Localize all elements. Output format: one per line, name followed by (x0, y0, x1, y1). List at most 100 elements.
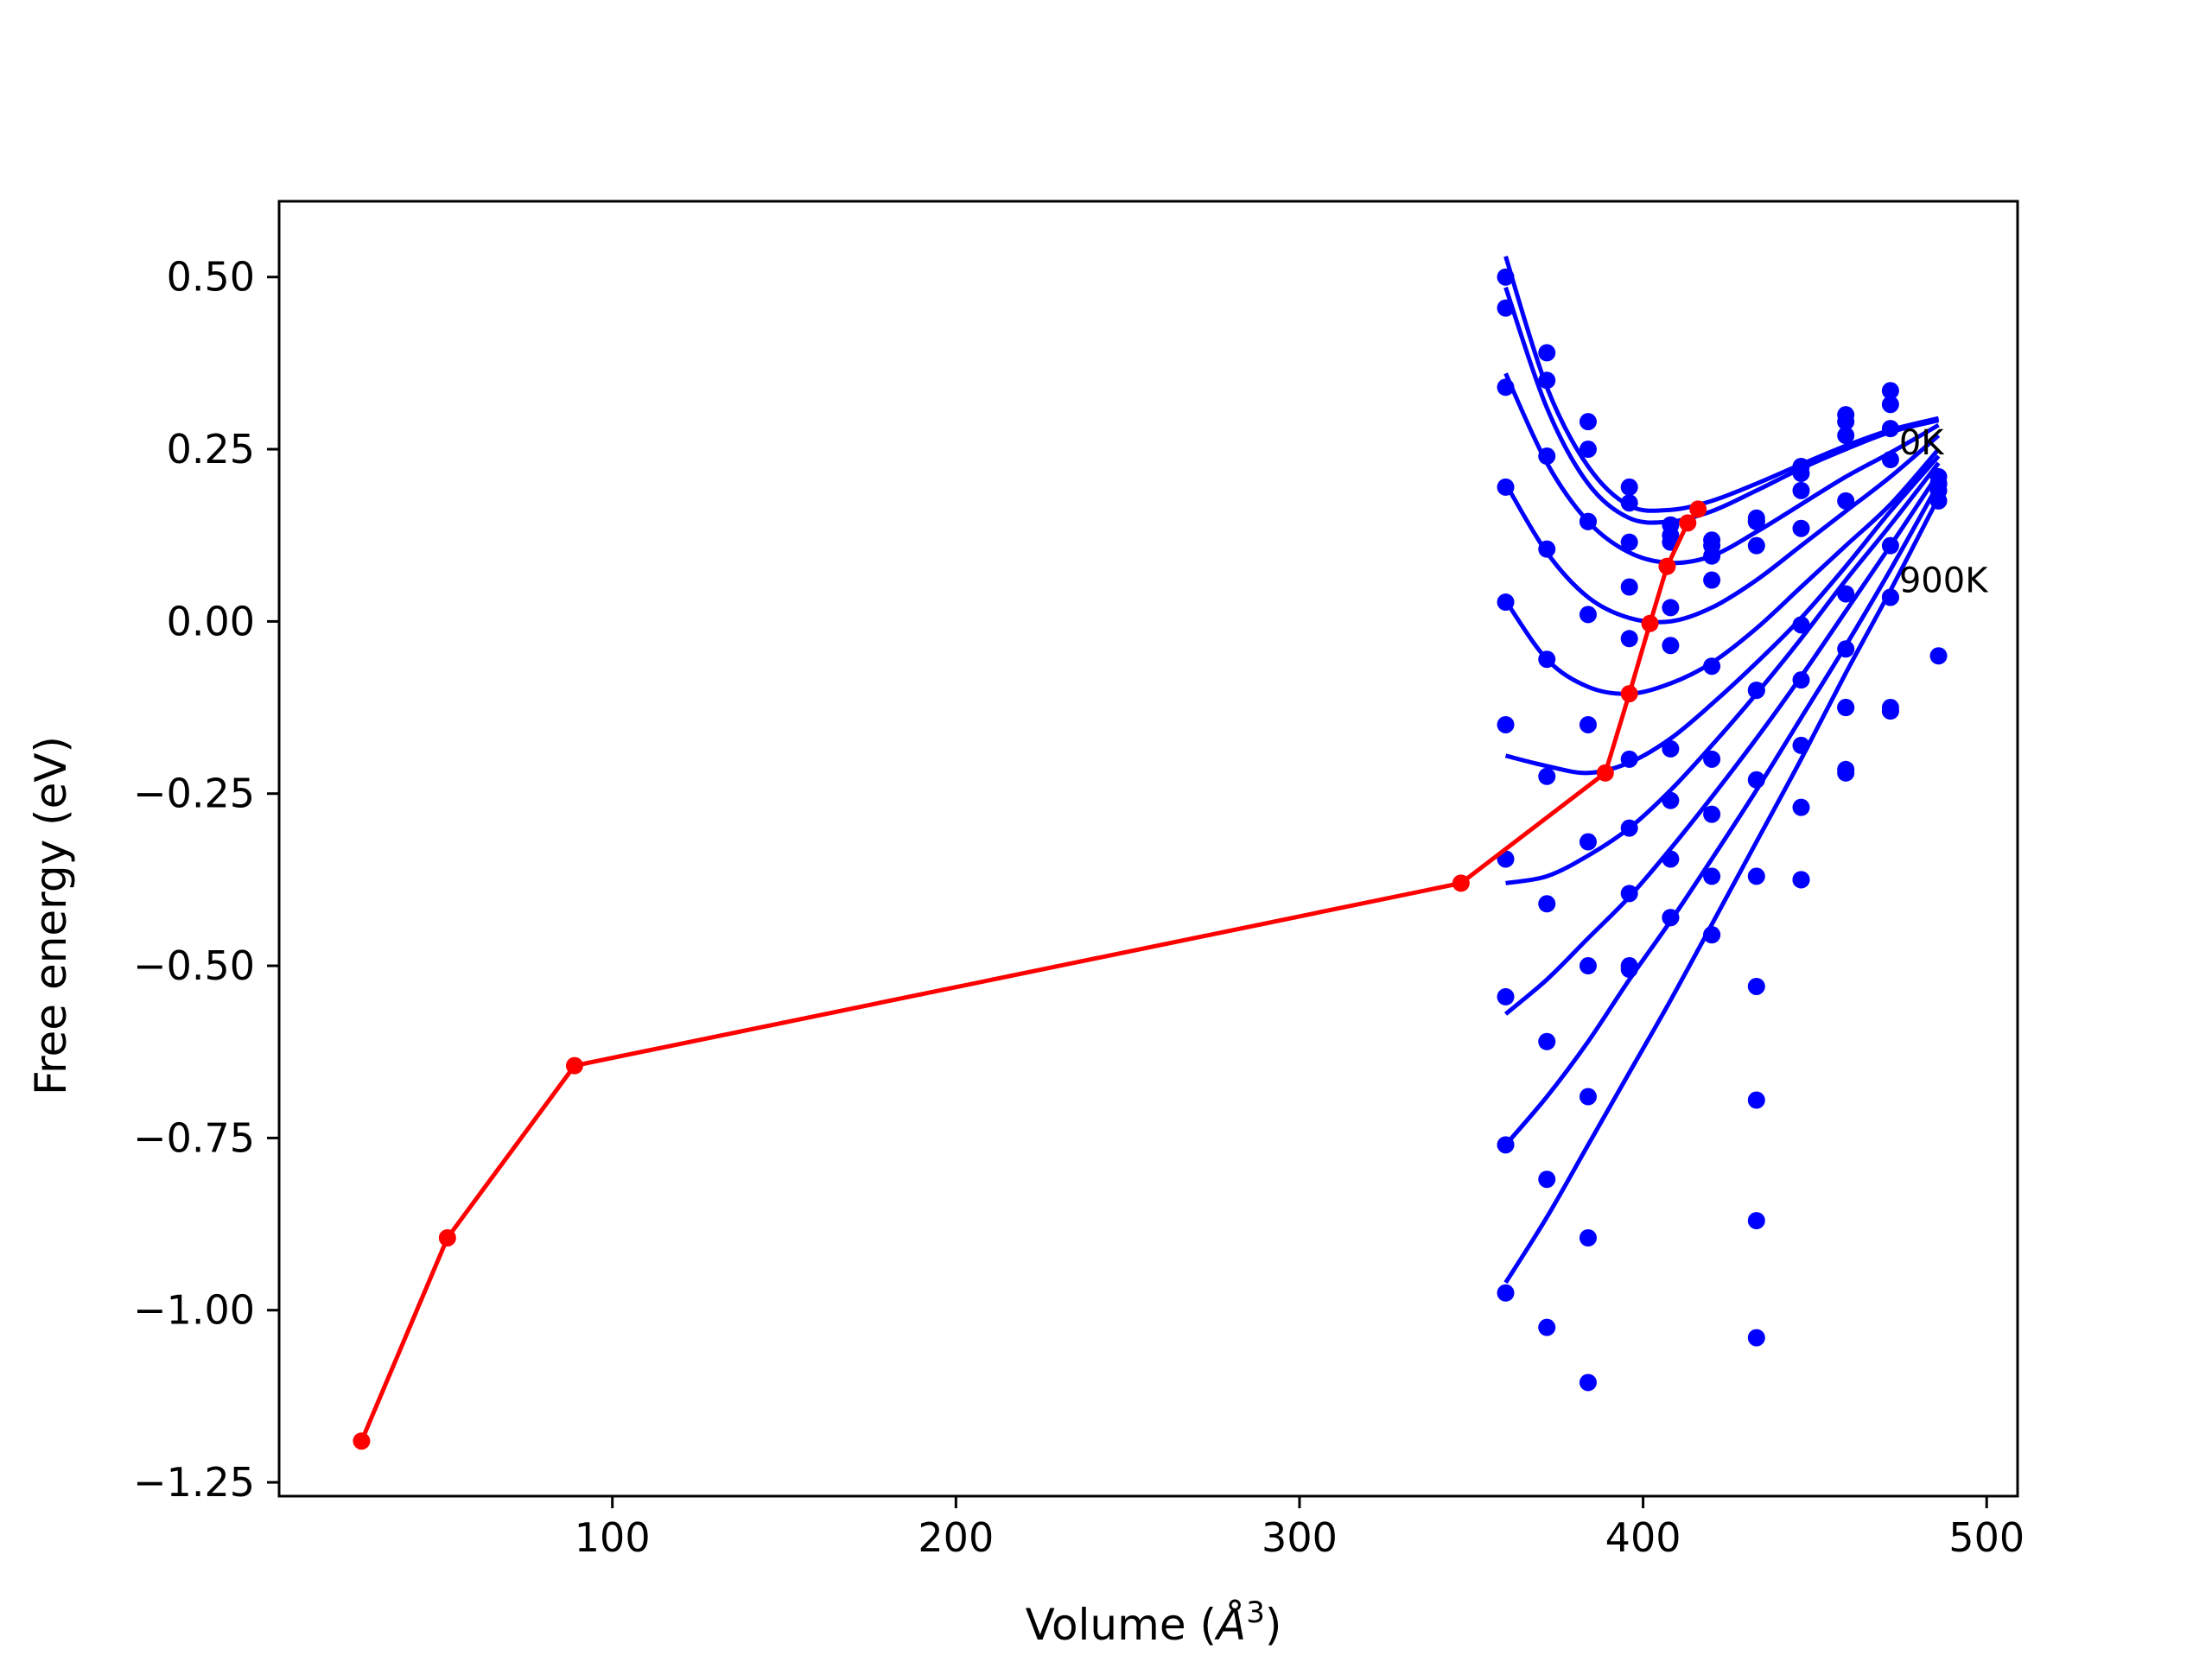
isotherm-point (1837, 764, 1855, 782)
isotherm-point (1837, 640, 1855, 658)
y-tick-label: 0.50 (167, 254, 255, 301)
isotherm-point (1703, 750, 1721, 768)
isotherm-point (1881, 382, 1899, 400)
y-tick-label: −1.00 (133, 1287, 255, 1334)
isotherm-point (1620, 630, 1638, 648)
isotherm-point (1929, 492, 1948, 510)
minimum-path-line (359, 507, 1700, 1443)
isotherm-point (1747, 1329, 1765, 1347)
isotherm-point (1792, 616, 1810, 634)
isotherm-point (1497, 268, 1515, 286)
minimum-path-point (1620, 685, 1638, 703)
y-tick-label: −0.75 (133, 1114, 255, 1161)
isotherm-curve-9 (1503, 496, 1941, 1285)
curve-annotation: 900K (1899, 561, 1989, 601)
isotherm-curve-6 (1505, 461, 1941, 885)
isotherm-point (1538, 344, 1556, 362)
isotherm-point (1662, 637, 1680, 655)
isotherm-point (1662, 791, 1680, 809)
isotherm-point (1881, 420, 1899, 438)
isotherm-point (1747, 771, 1765, 789)
isotherm-point (1837, 492, 1855, 510)
isotherm-point (1497, 299, 1515, 317)
isotherm-point (1792, 464, 1810, 482)
isotherm-point (1747, 867, 1765, 885)
curve-annotation: 0K (1899, 423, 1945, 463)
isotherm-point (1662, 850, 1680, 868)
x-axis-title: Volume (Å3) (1026, 1595, 1282, 1650)
y-tick-label: −0.25 (133, 771, 255, 817)
x-tick-label: 500 (1948, 1514, 2024, 1561)
isotherm-point (1620, 578, 1638, 596)
isotherm-point (1579, 833, 1597, 851)
isotherm-point (1747, 536, 1765, 555)
isotherm-point (1538, 767, 1556, 785)
y-tick-label: −0.50 (133, 942, 255, 989)
isotherm-point (1747, 1091, 1765, 1109)
x-tick-label: 300 (1262, 1514, 1338, 1561)
isotherm-point (1538, 447, 1556, 466)
isotherm-point (1837, 585, 1855, 603)
isotherm-point (1620, 494, 1638, 512)
isotherm-point (1703, 926, 1721, 944)
isotherm-point (1538, 650, 1556, 669)
data-points (1497, 268, 1948, 1392)
isotherm-point (1703, 657, 1721, 676)
isotherm-point (1792, 671, 1810, 689)
minimum-energy-path (353, 500, 1707, 1450)
minimum-path-point (1596, 764, 1614, 782)
isotherm-point (1662, 739, 1680, 758)
isotherm-point (1538, 371, 1556, 390)
isotherm-curves (1503, 256, 1941, 1285)
y-axis-ticks: 0.50 0.25 0.00 −0.25 −0.50 −0.75 −1.00 −1.25 (133, 254, 279, 1506)
isotherm-point (1703, 571, 1721, 589)
y-axis-title: Free energy (eV) (26, 736, 76, 1095)
isotherm-point (1881, 536, 1899, 555)
isotherm-curve-0 (1503, 256, 1940, 513)
isotherm-curve-3 (1503, 434, 1941, 625)
isotherm-point (1497, 715, 1515, 733)
isotherm-point (1620, 819, 1638, 837)
isotherm-point (1579, 441, 1597, 459)
minimum-path-point (1641, 614, 1659, 632)
minimum-path-point (565, 1056, 583, 1075)
isotherm-point (1538, 1032, 1556, 1050)
isotherm-point (1497, 593, 1515, 612)
isotherm-point (1620, 533, 1638, 551)
isotherm-point (1620, 750, 1638, 768)
isotherm-point (1881, 702, 1899, 720)
x-tick-label: 100 (575, 1514, 651, 1561)
isotherm-point (1579, 606, 1597, 624)
isotherm-point (1497, 478, 1515, 496)
isotherm-point (1662, 599, 1680, 617)
axes-frame (277, 200, 2019, 1498)
isotherm-point (1837, 413, 1855, 431)
isotherm-point (1579, 715, 1597, 733)
isotherm-point (1579, 957, 1597, 975)
isotherm-point (1538, 1318, 1556, 1336)
minimum-path-point (353, 1432, 371, 1450)
isotherm-point (1792, 519, 1810, 537)
isotherm-point (1792, 798, 1810, 816)
annotations: 0K 900K (1899, 423, 1989, 600)
minimum-path-point (438, 1228, 456, 1246)
isotherm-point (1881, 588, 1899, 606)
isotherm-point (1497, 1284, 1515, 1302)
x-axis-ticks: 100 200 300 400 500 (575, 1496, 2024, 1561)
isotherm-point (1881, 451, 1899, 469)
isotherm-point (1929, 647, 1948, 665)
isotherm-curve-7 (1503, 472, 1941, 1016)
isotherm-point (1538, 540, 1556, 558)
x-tick-label: 400 (1605, 1514, 1681, 1561)
minimum-path-point (1689, 500, 1707, 518)
isotherm-point (1620, 478, 1638, 496)
isotherm-point (1747, 512, 1765, 530)
isotherm-point (1497, 1136, 1515, 1154)
minimum-path-point (1658, 557, 1676, 575)
isotherm-curve-5 (1504, 454, 1941, 776)
isotherm-point (1792, 736, 1810, 754)
x-tick-label: 200 (918, 1514, 994, 1561)
y-tick-label: 0.25 (167, 426, 255, 473)
isotherm-point (1792, 481, 1810, 499)
